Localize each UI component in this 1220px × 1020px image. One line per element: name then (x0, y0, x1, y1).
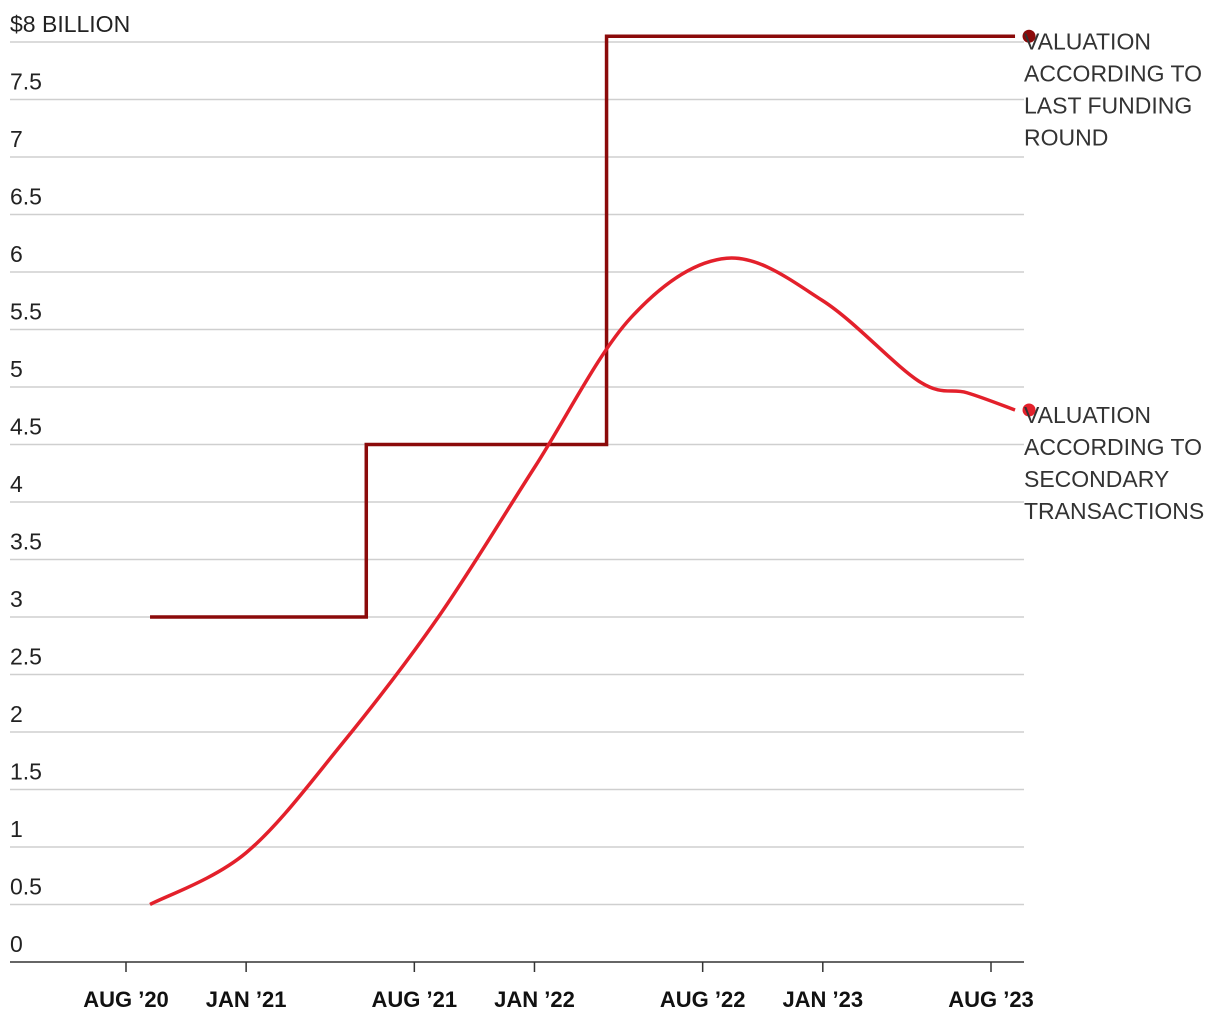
y-tick-label: 2 (10, 701, 23, 727)
series-label-1: VALUATION ACCORDING TO LAST FUNDING ROUND (1024, 28, 1202, 150)
y-tick-label: 3.5 (10, 529, 42, 555)
y-tick-label: 7.5 (10, 69, 42, 95)
series-label-line: ACCORDING TO (1024, 60, 1202, 86)
y-tick-label: 4 (10, 471, 23, 497)
series-label-line: TRANSACTIONS (1024, 498, 1204, 524)
y-tick-label: 5 (10, 356, 23, 382)
y-axis-ticks: $8 BILLION 7.5 7 6.5 6 5.5 5 4.5 4 3.5 3 2.5 2 1.5 1 0.… (10, 11, 130, 957)
y-tick-label: 5.5 (10, 299, 42, 325)
x-tick-label: JAN ’21 (206, 987, 287, 1012)
y-tick-label: 6 (10, 241, 23, 267)
series-label-line: VALUATION (1024, 402, 1151, 428)
series-label-2: VALUATION ACCORDING TO SECONDARY TRANSACTIO… (1024, 402, 1204, 524)
series-label-line: ROUND (1024, 124, 1108, 150)
x-tick-label: JAN ’23 (782, 987, 863, 1012)
series-lines (149, 29, 1036, 907)
y-tick-label: 2.5 (10, 644, 42, 670)
y-tick-label: 3 (10, 586, 23, 612)
x-axis: AUG ’20 JAN ’21 AUG ’21 JAN ’22 AUG ’22 JAN ’… (10, 961, 1034, 1012)
y-tick-label: 1 (10, 816, 23, 842)
y-tick-label: 4.5 (10, 414, 42, 440)
y-tick-label: 7 (10, 126, 23, 152)
series-line-1 (150, 34, 1016, 619)
x-tick-label: JAN ’22 (494, 987, 575, 1012)
y-tick-label: 0 (10, 931, 23, 957)
y-tick-label: 6.5 (10, 184, 42, 210)
y-tick-label: 0.5 (10, 874, 42, 900)
series-labels: VALUATION ACCORDING TO LAST FUNDING ROUNDVA… (1024, 28, 1204, 524)
x-tick-label: AUG ’22 (660, 987, 746, 1012)
gridlines (10, 41, 1024, 906)
series-label-line: LAST FUNDING (1024, 92, 1192, 118)
y-tick-label: 1.5 (10, 759, 42, 785)
x-tick-label: AUG ’20 (83, 987, 169, 1012)
series-line-2 (149, 256, 1016, 907)
series-endpoint-2 (1022, 403, 1036, 417)
series-label-line: VALUATION (1024, 28, 1151, 54)
series-label-line: ACCORDING TO (1024, 434, 1202, 460)
series-label-line: SECONDARY (1024, 466, 1169, 492)
y-tick-label: $8 BILLION (10, 11, 130, 37)
x-tick-label: AUG ’21 (372, 987, 458, 1012)
series-endpoint-1 (1022, 29, 1036, 43)
x-tick-label: AUG ’23 (948, 987, 1034, 1012)
